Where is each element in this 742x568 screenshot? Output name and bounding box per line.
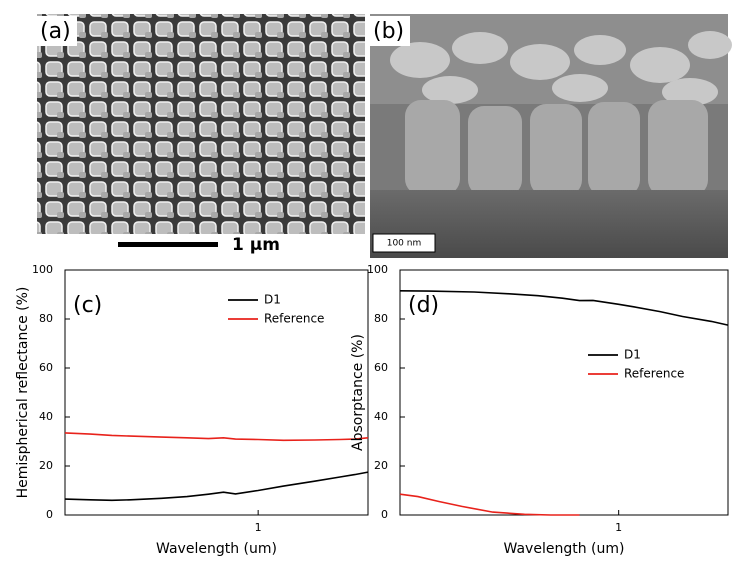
data-line [64, 432, 369, 442]
panel-label: (d) [408, 293, 439, 318]
panel-label: (b) [373, 19, 404, 44]
y-tick-label: 20 [374, 459, 388, 472]
y-tick-label: 40 [39, 410, 53, 423]
scale-bar-label: 100 nm [387, 239, 422, 249]
x-axis-label: Wavelength (um) [156, 541, 277, 557]
x-tick-label: 1 [615, 521, 622, 534]
sem-image-b: 100 nm (b) [370, 14, 732, 258]
panel-label: (a) [40, 19, 71, 44]
y-axis-label: Absorptance (%) [350, 334, 366, 451]
panel-label: (c) [73, 293, 102, 318]
legend-label: D1 [624, 348, 641, 362]
y-tick-label: 60 [374, 361, 388, 374]
y-tick-label: 0 [46, 508, 53, 521]
y-tick-label: 0 [381, 508, 388, 521]
y-tick-label: 80 [374, 312, 388, 325]
y-tick-label: 100 [32, 263, 53, 276]
y-axis-label: Hemispherical reflectance (%) [15, 287, 31, 499]
x-axis-label: Wavelength (um) [504, 541, 625, 557]
legend-label: Reference [624, 367, 684, 381]
y-tick-label: 80 [39, 312, 53, 325]
data-line [399, 493, 580, 516]
plot-frame [64, 269, 369, 516]
y-tick-label: 40 [374, 410, 388, 423]
x-tick-label: 1 [255, 521, 262, 534]
data-line [399, 290, 729, 326]
y-tick-label: 60 [39, 361, 53, 374]
y-tick-label: 20 [39, 459, 53, 472]
y-tick-label: 100 [367, 263, 388, 276]
legend-label: D1 [264, 293, 281, 307]
data-line [64, 471, 369, 502]
plot-frame [399, 269, 729, 516]
scale-bar-label: 1 µm [232, 235, 280, 255]
legend-label: Reference [264, 312, 324, 326]
sem-image-a: 1 µm (a) [37, 14, 365, 258]
